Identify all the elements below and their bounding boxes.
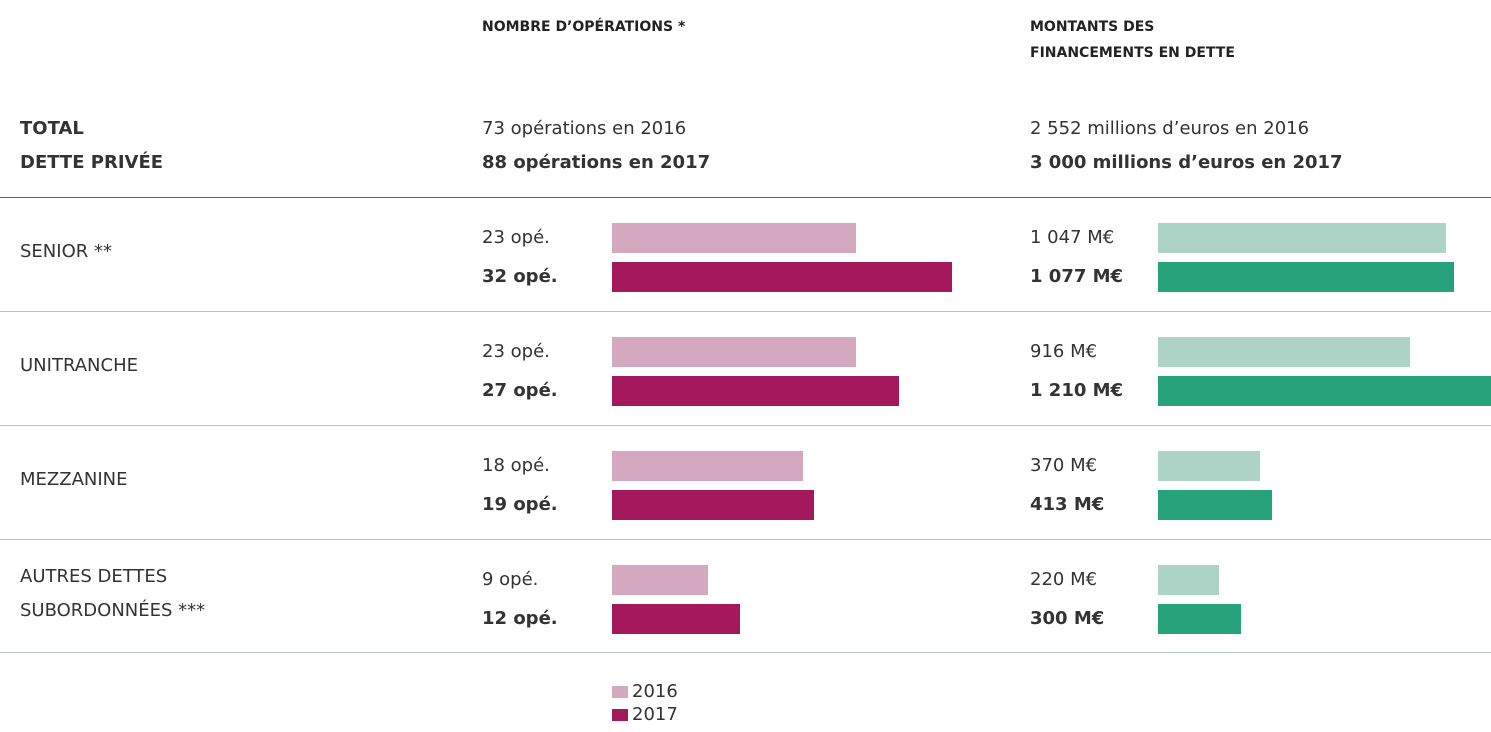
total-value: 73 opérations en 2016 — [482, 118, 687, 139]
separator — [0, 197, 1491, 198]
bar — [1158, 490, 1272, 520]
category-label: UNITRANCHE — [20, 355, 138, 376]
total-value: 3 000 millions d’euros en 2017 — [1030, 152, 1343, 173]
value-label: 916 M€ — [1030, 341, 1098, 362]
bar — [1158, 376, 1491, 406]
value-label: 23 opé. — [482, 341, 550, 362]
value-label: 19 opé. — [482, 494, 558, 515]
total-label: DETTE PRIVÉE — [20, 152, 164, 173]
separator — [0, 652, 1491, 653]
separator — [0, 539, 1491, 540]
value-label: 23 opé. — [482, 227, 550, 248]
bar — [1158, 604, 1241, 634]
value-label: 18 opé. — [482, 455, 550, 476]
bar — [612, 490, 814, 520]
category-label: AUTRES DETTES SUBORDONNÉES *** — [20, 566, 206, 621]
category-label: MEZZANINE — [20, 469, 128, 490]
bar — [612, 604, 740, 634]
value-label: 1 210 M€ — [1030, 380, 1124, 401]
bar — [612, 451, 804, 481]
column-title: FINANCEMENTS EN DETTE — [1030, 45, 1235, 61]
value-label: 370 M€ — [1030, 455, 1098, 476]
total-value: 88 opérations en 2017 — [482, 152, 711, 173]
legend-label: 2017 — [632, 704, 678, 725]
bar — [1158, 565, 1219, 595]
value-label: 27 opé. — [482, 380, 558, 401]
separator — [0, 311, 1491, 312]
category-label: SENIOR ** — [20, 241, 112, 262]
bar — [612, 262, 952, 292]
legend-label: 2016 — [632, 681, 678, 702]
value-label: 9 opé. — [482, 569, 539, 590]
value-label: 413 M€ — [1030, 494, 1105, 515]
bar — [612, 565, 708, 595]
bar — [612, 223, 857, 253]
bar — [612, 337, 857, 367]
separator — [0, 425, 1491, 426]
bar — [1158, 262, 1455, 292]
value-label: 12 opé. — [482, 608, 558, 629]
legend-swatch — [612, 686, 628, 698]
value-label: 1 047 M€ — [1030, 227, 1115, 248]
legend-swatch — [612, 709, 628, 721]
bar — [1158, 451, 1260, 481]
value-label: 220 M€ — [1030, 569, 1098, 590]
column-title: NOMBRE D’OPÉRATIONS * — [482, 19, 686, 35]
value-label: 32 opé. — [482, 266, 558, 287]
total-label: TOTAL — [20, 118, 84, 139]
bar — [1158, 223, 1447, 253]
bar — [1158, 337, 1411, 367]
value-label: 300 M€ — [1030, 608, 1105, 629]
bar — [612, 376, 899, 406]
column-title: MONTANTS DES — [1030, 19, 1155, 35]
total-value: 2 552 millions d’euros en 2016 — [1030, 118, 1310, 139]
value-label: 1 077 M€ — [1030, 266, 1124, 287]
